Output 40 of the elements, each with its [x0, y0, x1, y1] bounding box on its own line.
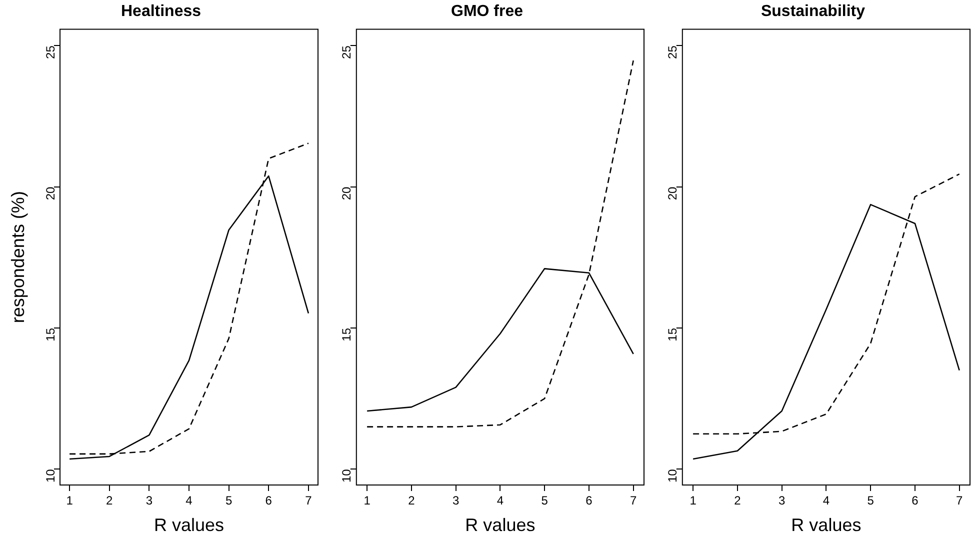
y-tick-label: 10 [340, 468, 354, 483]
x-tick-label: 1 [66, 494, 74, 508]
x-axis-title: R values [154, 515, 224, 536]
y-tick-label: 10 [666, 468, 680, 483]
y-tick-label: 15 [666, 328, 680, 342]
x-tick-label: 5 [225, 494, 232, 508]
x-tick-label: 3 [146, 494, 153, 508]
chart-title: GMO free [450, 3, 524, 20]
y-tick-label: 15 [43, 328, 58, 342]
y-tick-label: 25 [666, 45, 680, 59]
y-tick-label: 20 [340, 186, 354, 200]
x-tick-label: 3 [452, 494, 460, 508]
x-tick-label: 7 [956, 494, 964, 508]
x-tick-label: 6 [265, 494, 272, 508]
x-axis-title: R values [465, 515, 536, 536]
x-axis-title: R values [791, 515, 862, 536]
chart-title: Sustainability [760, 3, 866, 20]
x-tick-label: 2 [106, 494, 114, 508]
y-axis-title: respondents (%) [8, 191, 28, 324]
x-tick-label: 2 [734, 494, 742, 508]
x-tick-label: 1 [690, 494, 697, 508]
x-tick-label: 4 [822, 494, 830, 508]
y-tick-label: 25 [43, 45, 58, 59]
y-tick-label: 20 [666, 186, 680, 200]
x-tick-label: 4 [186, 494, 193, 508]
x-tick-label: 1 [364, 494, 371, 508]
x-tick-label: 6 [586, 494, 593, 508]
x-tick-label: 5 [541, 494, 548, 508]
x-tick-label: 7 [305, 494, 312, 508]
x-tick-label: 6 [912, 494, 919, 508]
x-tick-label: 2 [408, 494, 416, 508]
y-tick-label: 15 [340, 328, 354, 342]
y-tick-label: 10 [43, 468, 58, 483]
x-tick-label: 4 [496, 494, 504, 508]
x-tick-label: 3 [778, 494, 786, 508]
y-tick-label: 20 [43, 186, 58, 200]
y-tick-label: 25 [340, 45, 354, 59]
x-tick-label: 7 [630, 494, 638, 508]
chart-title: Healtiness [120, 3, 202, 20]
x-tick-label: 5 [867, 494, 874, 508]
